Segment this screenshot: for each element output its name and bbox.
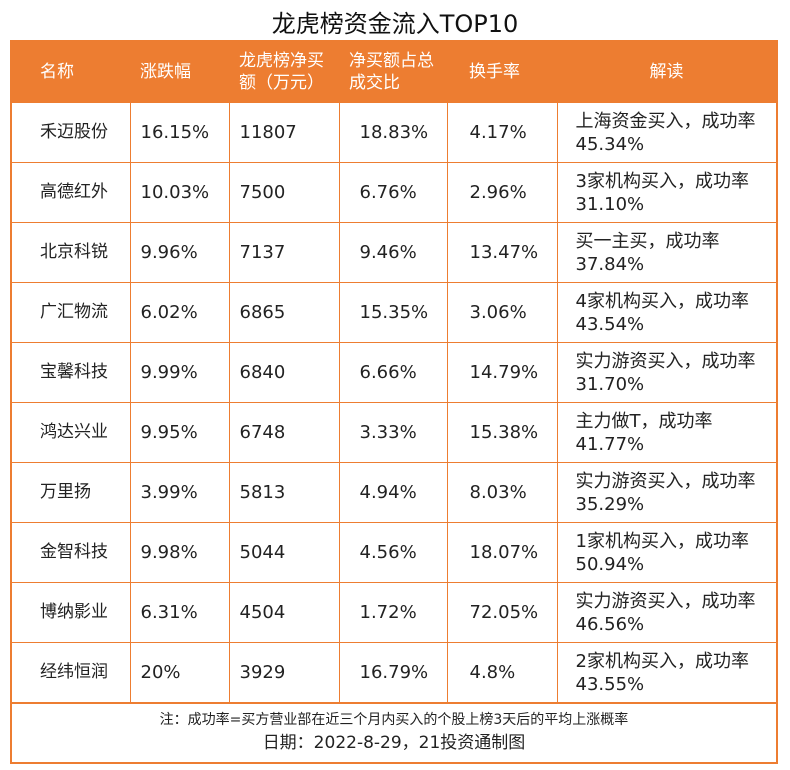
stock-name: 金智科技 bbox=[10, 522, 131, 583]
table-row: 禾迈股份 16.15% 11807 18.83% 4.17% 上海资金买入，成功率45.3… bbox=[10, 102, 778, 163]
table-row: 万里扬 3.99% 5813 4.94% 8.03% 实力游资买入，成功率35.29% bbox=[10, 462, 778, 523]
table-row: 宝馨科技 9.99% 6840 6.66% 14.79% 实力游资买入，成功率31.70% bbox=[10, 342, 778, 403]
change-pct: 6.02% bbox=[129, 282, 230, 343]
stock-name: 禾迈股份 bbox=[10, 102, 131, 163]
turnover-rate: 13.47% bbox=[446, 222, 558, 283]
turnover-rate: 14.79% bbox=[446, 342, 558, 403]
net-buy-ratio: 3.33% bbox=[338, 402, 448, 463]
net-buy-ratio: 6.66% bbox=[338, 342, 448, 403]
change-pct: 6.31% bbox=[129, 582, 230, 643]
turnover-rate: 18.07% bbox=[446, 522, 558, 583]
net-buy: 3929 bbox=[228, 642, 340, 704]
net-buy: 6840 bbox=[228, 342, 340, 403]
table-row: 金智科技 9.98% 5044 4.56% 18.07% 1家机构买入，成功率50.94% bbox=[10, 522, 778, 583]
header-net-buy: 龙虎榜净买额（万元） bbox=[229, 41, 339, 103]
interpretation: 1家机构买入，成功率50.94% bbox=[556, 522, 778, 583]
turnover-rate: 4.17% bbox=[446, 102, 558, 163]
turnover-rate: 8.03% bbox=[446, 462, 558, 523]
change-pct: 16.15% bbox=[129, 102, 230, 163]
stock-name: 经纬恒润 bbox=[10, 642, 131, 704]
net-buy: 11807 bbox=[228, 102, 340, 163]
table-row: 北京科锐 9.96% 7137 9.46% 13.47% 买一主买，成功率37.84% bbox=[10, 222, 778, 283]
net-buy-ratio: 9.46% bbox=[338, 222, 448, 283]
net-buy-ratio: 4.56% bbox=[338, 522, 448, 583]
net-buy: 4504 bbox=[228, 582, 340, 643]
table-row: 高德红外 10.03% 7500 6.76% 2.96% 3家机构买入，成功率31.10% bbox=[10, 162, 778, 223]
header-name: 名称 bbox=[11, 41, 130, 103]
turnover-rate: 15.38% bbox=[446, 402, 558, 463]
interpretation: 买一主买，成功率37.84% bbox=[556, 222, 778, 283]
net-buy-ratio: 16.79% bbox=[338, 642, 448, 704]
stock-name: 宝馨科技 bbox=[10, 342, 131, 403]
change-pct: 10.03% bbox=[129, 162, 230, 223]
stock-name: 万里扬 bbox=[10, 462, 131, 523]
interpretation: 实力游资买入，成功率35.29% bbox=[556, 462, 778, 523]
interpretation: 实力游资买入，成功率31.70% bbox=[556, 342, 778, 403]
table-row: 广汇物流 6.02% 6865 15.35% 3.06% 4家机构买入，成功率43.54% bbox=[10, 282, 778, 343]
net-buy-ratio: 1.72% bbox=[338, 582, 448, 643]
table-header-row: 名称 涨跌幅 龙虎榜净买额（万元） 净买额占总成交比 换手率 解读 bbox=[11, 41, 777, 103]
interpretation: 3家机构买入，成功率31.10% bbox=[556, 162, 778, 223]
change-pct: 9.98% bbox=[129, 522, 230, 583]
stock-name: 北京科锐 bbox=[10, 222, 131, 283]
interpretation: 4家机构买入，成功率43.54% bbox=[556, 282, 778, 343]
stock-name: 广汇物流 bbox=[10, 282, 131, 343]
net-buy: 7500 bbox=[228, 162, 340, 223]
stock-name: 高德红外 bbox=[10, 162, 131, 223]
header-interpretation: 解读 bbox=[557, 41, 777, 103]
interpretation: 主力做T，成功率41.77% bbox=[556, 402, 778, 463]
date-source: 日期：2022-8-29，21投资通制图 bbox=[262, 733, 526, 753]
change-pct: 20% bbox=[129, 642, 230, 704]
net-buy-ratio: 18.83% bbox=[338, 102, 448, 163]
net-buy-ratio: 6.76% bbox=[338, 162, 448, 223]
turnover-rate: 3.06% bbox=[446, 282, 558, 343]
footnote: 注：成功率=买方营业部在近三个月内买入的个股上榜3天后的平均上涨概率 bbox=[159, 712, 629, 728]
interpretation: 2家机构买入，成功率43.55% bbox=[556, 642, 778, 704]
turnover-rate: 4.8% bbox=[446, 642, 558, 704]
change-pct: 9.99% bbox=[129, 342, 230, 403]
table-row: 经纬恒润 20% 3929 16.79% 4.8% 2家机构买入，成功率43.55% bbox=[10, 642, 778, 704]
header-turnover: 换手率 bbox=[447, 41, 557, 103]
turnover-rate: 2.96% bbox=[446, 162, 558, 223]
stock-name: 博纳影业 bbox=[10, 582, 131, 643]
net-buy: 7137 bbox=[228, 222, 340, 283]
header-net-buy-ratio: 净买额占总成交比 bbox=[339, 41, 447, 103]
net-buy: 6748 bbox=[228, 402, 340, 463]
table-row: 鸿达兴业 9.95% 6748 3.33% 15.38% 主力做T，成功率41.77% bbox=[10, 402, 778, 463]
stock-name: 鸿达兴业 bbox=[10, 402, 131, 463]
table-row: 博纳影业 6.31% 4504 1.72% 72.05% 实力游资买入，成功率46.56% bbox=[10, 582, 778, 643]
net-buy: 5813 bbox=[228, 462, 340, 523]
table-footer: 注：成功率=买方营业部在近三个月内买入的个股上榜3天后的平均上涨概率 日期：20… bbox=[10, 702, 778, 764]
net-buy-ratio: 4.94% bbox=[338, 462, 448, 523]
net-buy: 5044 bbox=[228, 522, 340, 583]
turnover-rate: 72.05% bbox=[446, 582, 558, 643]
header-change: 涨跌幅 bbox=[130, 41, 229, 103]
change-pct: 9.96% bbox=[129, 222, 230, 283]
page-title: 龙虎榜资金流入TOP10 bbox=[271, 10, 519, 38]
change-pct: 3.99% bbox=[129, 462, 230, 523]
net-buy: 6865 bbox=[228, 282, 340, 343]
change-pct: 9.95% bbox=[129, 402, 230, 463]
net-buy-ratio: 15.35% bbox=[338, 282, 448, 343]
interpretation: 实力游资买入，成功率46.56% bbox=[556, 582, 778, 643]
fund-inflow-table: 名称 涨跌幅 龙虎榜净买额（万元） 净买额占总成交比 换手率 解读 禾迈股份 16… bbox=[10, 40, 778, 764]
interpretation: 上海资金买入，成功率45.34% bbox=[556, 102, 778, 163]
